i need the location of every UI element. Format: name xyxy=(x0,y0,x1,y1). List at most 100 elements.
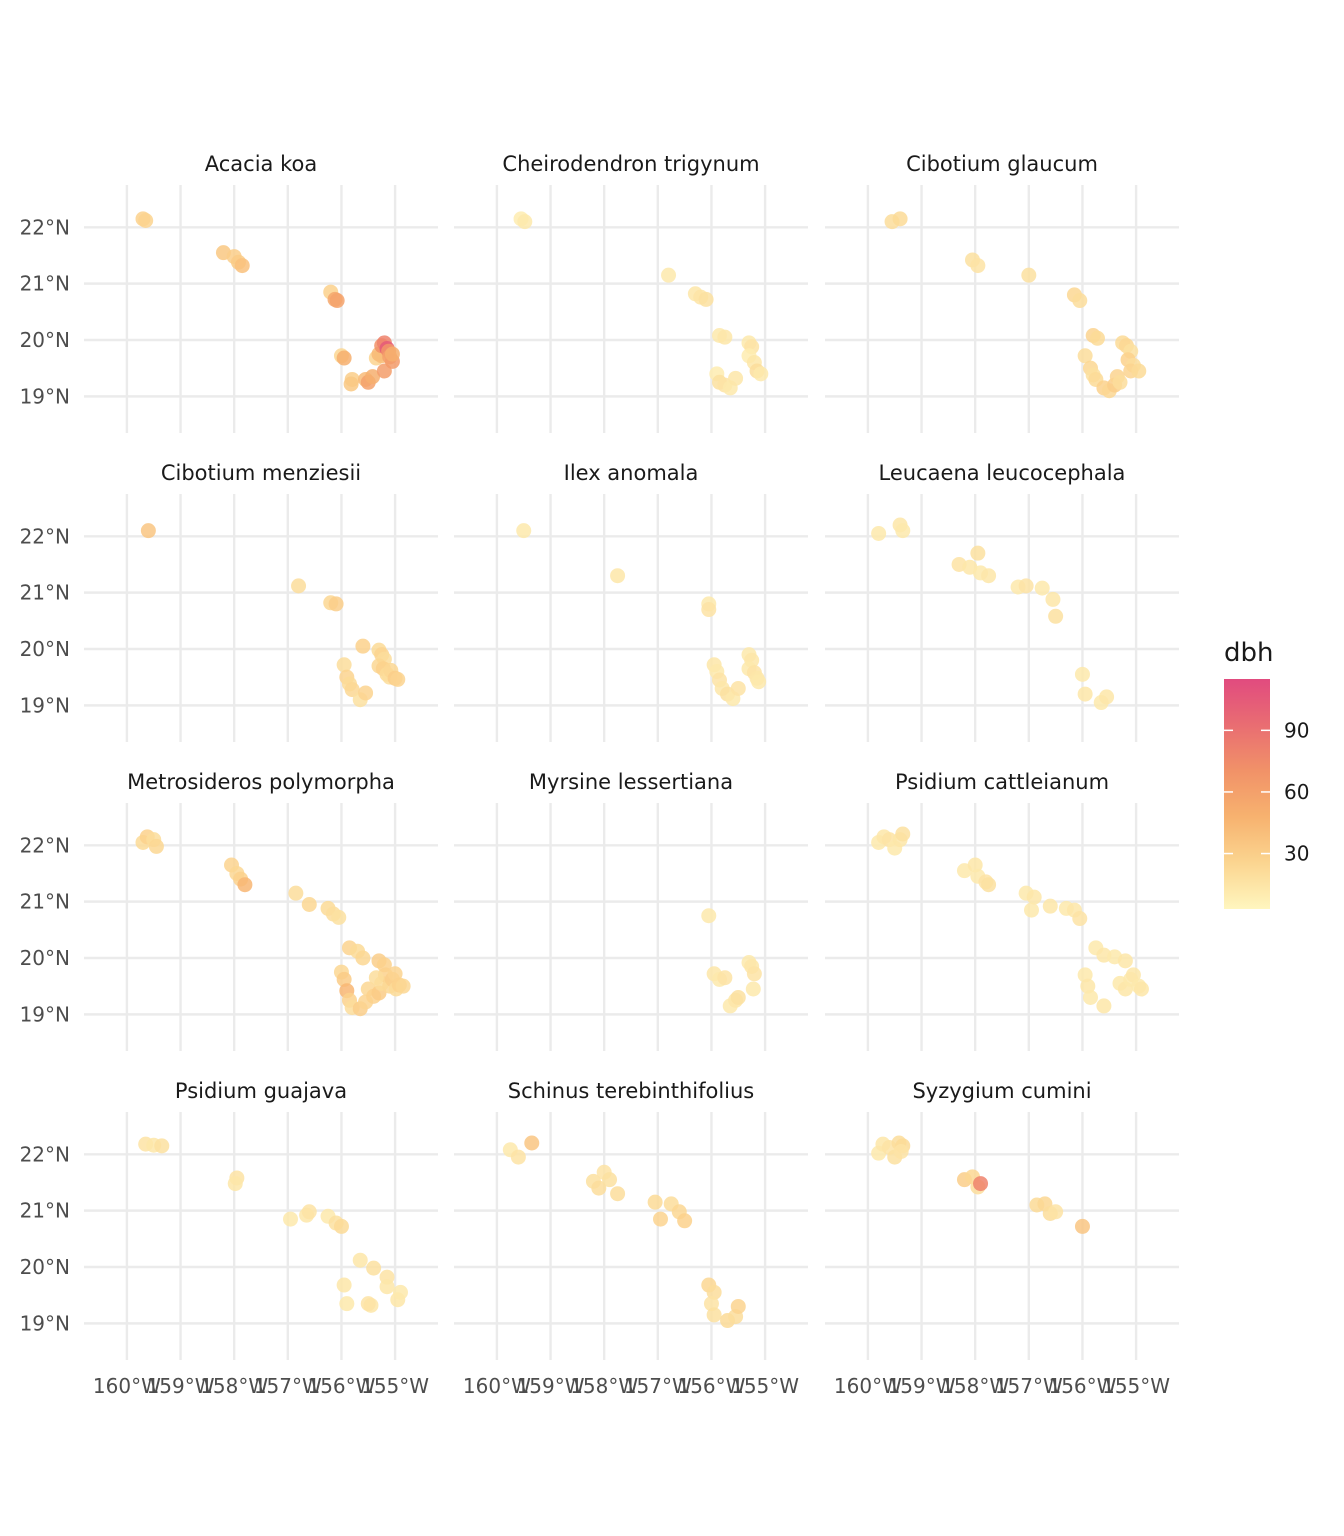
data-point xyxy=(653,1211,668,1227)
x-tick-label: 158°W xyxy=(200,1374,268,1398)
data-point xyxy=(355,638,371,654)
x-tick-label: 160°W xyxy=(834,1374,902,1398)
facet-title: Leucaena leucocephala xyxy=(879,461,1126,485)
data-point xyxy=(970,545,986,561)
data-point xyxy=(717,329,733,345)
facet-panel: Myrsine lessertiana xyxy=(454,770,808,1051)
x-tick-label: 156°W xyxy=(677,1374,745,1398)
data-point xyxy=(730,989,746,1005)
legend-tick-label: 60 xyxy=(1284,780,1309,804)
y-tick-label: 22°N xyxy=(20,215,70,239)
data-point xyxy=(301,1204,317,1220)
y-tick-label: 19°N xyxy=(20,693,70,717)
data-point xyxy=(237,877,253,893)
data-point xyxy=(701,602,717,618)
data-point xyxy=(981,877,997,893)
facet-panel: Acacia koa xyxy=(84,152,438,433)
facet-title: Cheirodendron trigynum xyxy=(502,152,759,176)
facet-panel: Metrosideros polymorpha xyxy=(84,770,438,1051)
data-point xyxy=(1077,348,1093,364)
facet-panel: Schinus terebinthifolius xyxy=(454,1079,808,1360)
data-point xyxy=(703,1296,719,1312)
facet-panels: Acacia koa Cheirodendron trigynum Cibotium… xyxy=(84,152,1179,1360)
data-point xyxy=(1048,608,1064,624)
facet-title: Schinus terebinthifolius xyxy=(508,1079,755,1103)
data-point xyxy=(1034,580,1050,596)
data-point xyxy=(355,950,371,966)
data-point xyxy=(1045,591,1061,607)
data-point xyxy=(329,293,345,309)
data-point xyxy=(610,1186,626,1202)
data-point xyxy=(1096,998,1112,1014)
data-point xyxy=(387,966,403,982)
facet-panel: Syzygium cumini xyxy=(825,1079,1179,1360)
data-point xyxy=(1048,1204,1064,1220)
data-point xyxy=(384,346,400,362)
data-point xyxy=(1074,666,1090,682)
y-tick-label: 20°N xyxy=(20,637,70,661)
data-point xyxy=(602,1172,618,1188)
data-point xyxy=(301,896,317,912)
data-point xyxy=(368,970,384,986)
x-tick-label: 155°W xyxy=(1102,1374,1170,1398)
y-tick-label: 21°N xyxy=(20,890,70,914)
data-point xyxy=(745,981,761,997)
y-tick-label: 22°N xyxy=(20,1142,70,1166)
facet-title: Metrosideros polymorpha xyxy=(127,770,395,794)
x-tick-label: 159°W xyxy=(517,1374,585,1398)
data-point xyxy=(1074,1218,1090,1234)
data-point xyxy=(227,1176,243,1192)
data-point xyxy=(366,1260,382,1276)
data-point xyxy=(154,1138,170,1154)
data-point xyxy=(365,369,381,385)
data-point xyxy=(234,258,250,274)
facet-panel: Cibotium glaucum xyxy=(825,152,1179,433)
data-point xyxy=(1117,953,1133,969)
data-point xyxy=(967,857,983,873)
data-point xyxy=(331,909,347,925)
facet-title: Syzygium cumini xyxy=(912,1079,1091,1103)
x-tick-label: 156°W xyxy=(307,1374,375,1398)
data-point xyxy=(871,525,887,541)
data-point xyxy=(698,291,714,307)
data-point xyxy=(343,376,359,392)
data-point xyxy=(336,657,352,673)
data-point xyxy=(344,682,360,698)
data-point xyxy=(392,1284,408,1300)
y-tick-label: 19°N xyxy=(20,1002,70,1026)
facet-panel: Ilex anomala xyxy=(454,461,808,742)
data-point xyxy=(516,523,532,539)
data-point xyxy=(358,685,374,701)
data-point xyxy=(390,671,406,687)
x-tick-label: 160°W xyxy=(463,1374,531,1398)
data-point xyxy=(288,885,304,901)
data-point xyxy=(1072,293,1088,309)
x-tick-label: 160°W xyxy=(93,1374,161,1398)
x-tick-label: 155°W xyxy=(731,1374,799,1398)
data-point xyxy=(892,211,908,227)
data-point xyxy=(352,1252,368,1268)
data-point xyxy=(751,674,767,690)
data-point xyxy=(339,1296,355,1312)
data-point xyxy=(1125,967,1141,983)
y-tick-label: 21°N xyxy=(20,272,70,296)
y-tick-label: 20°N xyxy=(20,328,70,352)
data-point xyxy=(895,523,911,539)
data-point xyxy=(970,258,986,274)
data-point xyxy=(1077,686,1093,702)
data-point xyxy=(140,523,156,539)
data-point xyxy=(1077,967,1093,983)
data-point xyxy=(524,1135,540,1151)
data-point xyxy=(730,1298,746,1314)
facet-title: Cibotium glaucum xyxy=(906,152,1098,176)
data-point xyxy=(510,1149,526,1165)
data-point xyxy=(1112,374,1128,390)
data-point xyxy=(1099,689,1115,705)
facet-panel: Leucaena leucocephala xyxy=(825,461,1179,742)
legend-ticks: 30 60 90 xyxy=(1224,718,1309,866)
data-point xyxy=(395,978,411,994)
y-tick-label: 19°N xyxy=(20,1311,70,1335)
y-tick-label: 21°N xyxy=(20,1199,70,1223)
